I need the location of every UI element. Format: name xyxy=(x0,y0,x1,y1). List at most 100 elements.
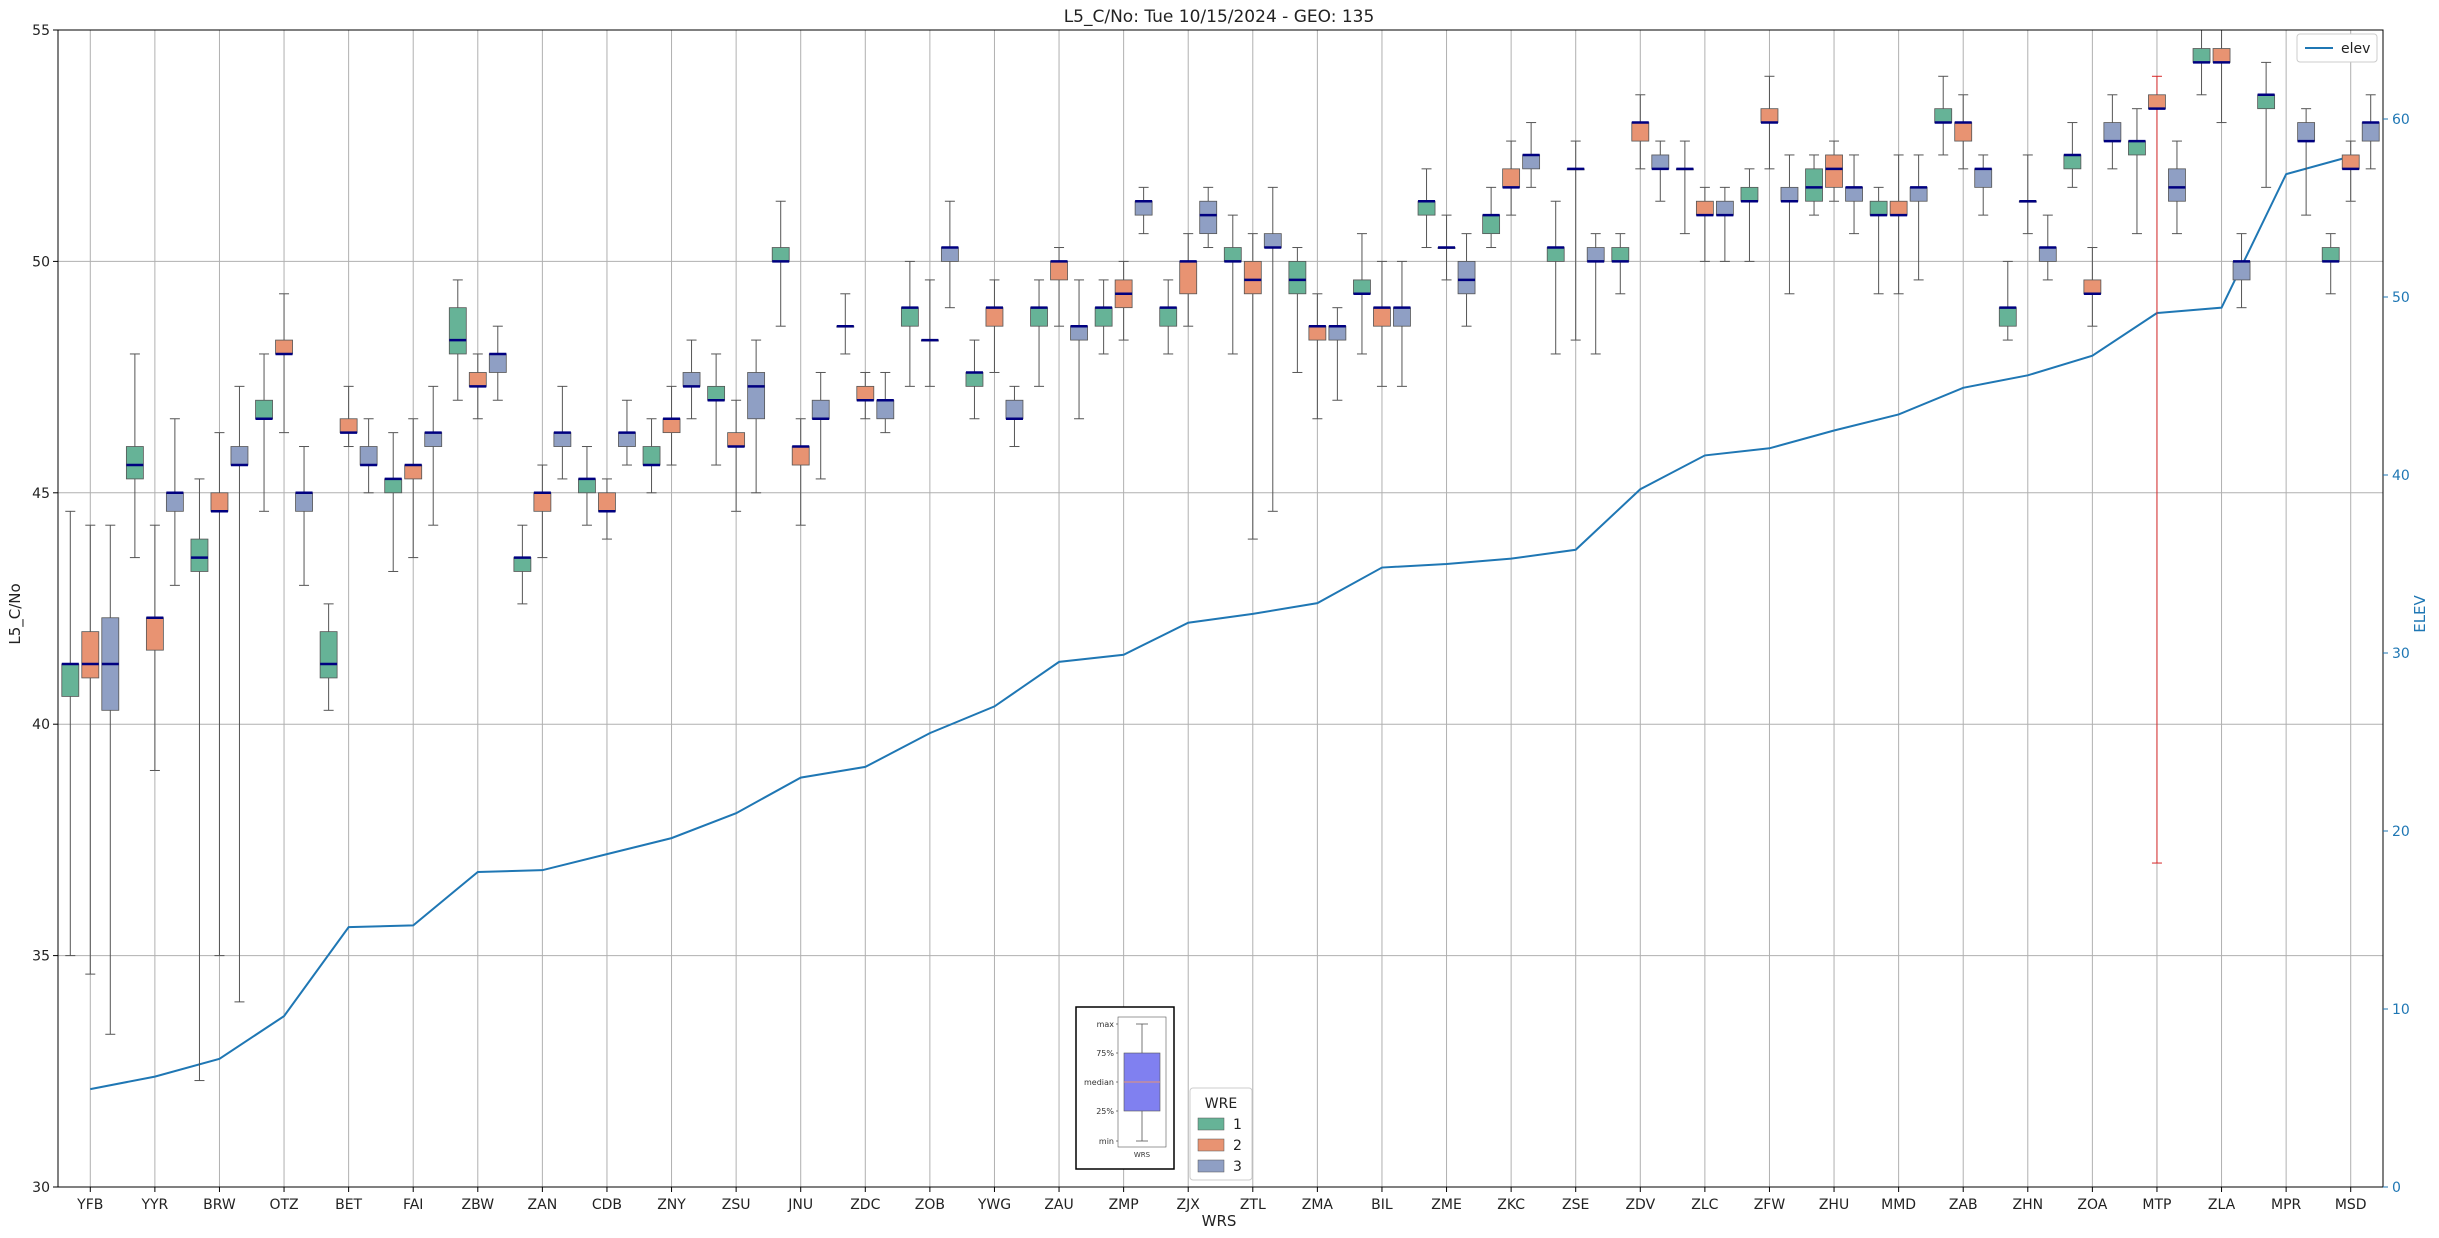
box-iqr xyxy=(2341,154,2360,170)
inset-label-0: max xyxy=(1097,1020,1115,1029)
box-zab-wre2 xyxy=(1954,94,1973,170)
box-mmd-wre1 xyxy=(1869,186,1888,295)
box-zmp-wre1 xyxy=(1094,279,1113,355)
box-msd-wre1 xyxy=(2321,233,2340,295)
box-iqr xyxy=(230,446,249,466)
wre-legend-swatch-3 xyxy=(1197,1159,1225,1173)
box-zjx-wre3 xyxy=(1199,186,1218,249)
box-iqr xyxy=(1134,200,1153,216)
box-iqr xyxy=(1159,307,1178,327)
inset-legend: max 75% median 25% min WRS xyxy=(1075,1006,1175,1170)
box-iqr xyxy=(1651,154,1670,170)
box-layer xyxy=(61,29,2380,1082)
box-yfb-wre2 xyxy=(81,524,100,975)
box-iqr xyxy=(165,492,184,512)
x-tick-label: MPR xyxy=(2271,1197,2302,1213)
box-zan-wre3 xyxy=(553,385,572,480)
x-tick-label: ZFW xyxy=(1754,1197,1786,1213)
x-tick-label: MSD xyxy=(2335,1197,2367,1213)
y2-tick-label: 40 xyxy=(2392,468,2410,484)
box-zab-wre1 xyxy=(1934,75,1953,156)
wre-legend-label-2: 2 xyxy=(1233,1138,1242,1154)
box-iqr xyxy=(1005,399,1024,420)
box-iqr xyxy=(747,372,766,420)
y2-tick-label: 10 xyxy=(2392,1002,2410,1018)
box-iqr xyxy=(1760,108,1779,123)
box-zbw-wre3 xyxy=(488,325,507,401)
y2-tick-label: 20 xyxy=(2392,824,2410,840)
box-iqr xyxy=(598,492,616,512)
box-cdb-wre3 xyxy=(618,399,636,466)
x-tick-label: ZOB xyxy=(915,1197,945,1213)
box-zfw-wre2 xyxy=(1760,75,1779,170)
box-bil-wre1 xyxy=(1353,233,1371,355)
box-iqr xyxy=(2063,154,2082,170)
box-zlc-wre3 xyxy=(1715,186,1734,262)
y-tick-label: 30 xyxy=(32,1180,50,1196)
box-iqr xyxy=(1522,154,1541,170)
box-iqr xyxy=(359,446,378,466)
box-iqr xyxy=(2321,247,2340,262)
box-iqr xyxy=(1417,200,1436,216)
box-iqr xyxy=(1954,122,1973,142)
box-fai-wre3 xyxy=(424,385,443,526)
box-cdb-wre1 xyxy=(578,446,596,526)
box-iqr xyxy=(553,432,572,447)
box-iqr xyxy=(190,538,209,572)
box-iqr xyxy=(1845,186,1863,202)
y2-tick-label: 60 xyxy=(2392,112,2410,128)
box-bet-wre3 xyxy=(359,418,378,494)
x-tick-label: ZLC xyxy=(1691,1197,1718,1213)
box-jnu-wre2 xyxy=(791,418,810,526)
box-iqr xyxy=(61,663,80,697)
box-yfb-wre1 xyxy=(61,510,80,957)
x-tick-label: ZMA xyxy=(1302,1197,1334,1213)
box-zob-wre3 xyxy=(940,200,959,309)
x-tick-label: BRW xyxy=(203,1197,236,1213)
x-tick-label: ZTL xyxy=(1240,1197,1266,1213)
box-iqr xyxy=(940,247,959,262)
box-iqr xyxy=(1223,247,1242,262)
box-zma-wre2 xyxy=(1308,293,1327,420)
box-zse-wre3 xyxy=(1586,233,1605,355)
box-iqr xyxy=(900,307,919,327)
box-zme-wre3 xyxy=(1457,233,1476,327)
box-bil-wre2 xyxy=(1373,260,1391,387)
box-iqr xyxy=(1502,168,1521,188)
box-iqr xyxy=(1740,186,1759,202)
box-iqr xyxy=(1373,307,1391,327)
box-iqr xyxy=(2168,168,2186,202)
box-iqr xyxy=(856,385,875,401)
box-msd-wre2 xyxy=(2341,140,2360,202)
x-tick-label: ZBW xyxy=(462,1197,495,1213)
elev-line-layer xyxy=(90,155,2351,1091)
box-ywg-wre1 xyxy=(965,339,984,420)
box-iqr xyxy=(1030,307,1048,327)
box-fai-wre2 xyxy=(404,418,423,559)
elev-line xyxy=(90,155,2351,1091)
box-iqr xyxy=(2212,48,2231,63)
box-zau-wre2 xyxy=(1050,247,1068,327)
elev-legend: elev xyxy=(2296,33,2378,63)
box-iqr xyxy=(1889,200,1908,216)
box-iqr xyxy=(81,631,100,679)
box-iqr xyxy=(1909,186,1928,202)
box-zdc-wre2 xyxy=(856,371,875,420)
y2-tick-label: 50 xyxy=(2392,290,2410,306)
box-zau-wre1 xyxy=(1030,279,1048,387)
wre-legend-label-1: 1 xyxy=(1233,1117,1242,1133)
box-brw-wre3 xyxy=(230,385,249,1003)
box-jnu-wre1 xyxy=(771,200,790,327)
box-ywg-wre3 xyxy=(1005,385,1024,448)
y-tick-label: 45 xyxy=(32,486,50,502)
inset-xlabel: WRS xyxy=(1134,1151,1151,1159)
box-iqr xyxy=(682,372,701,387)
box-zfw-wre1 xyxy=(1740,168,1759,262)
box-zhu-wre3 xyxy=(1845,154,1863,235)
x-tick-label: ZAB xyxy=(1949,1197,1978,1213)
plot-frame xyxy=(57,29,2384,1188)
box-zkc-wre2 xyxy=(1502,140,1521,216)
box-iqr xyxy=(578,478,596,494)
wre-legend-frame xyxy=(1189,1087,1253,1181)
x-tick-label: ZHU xyxy=(1819,1197,1849,1213)
